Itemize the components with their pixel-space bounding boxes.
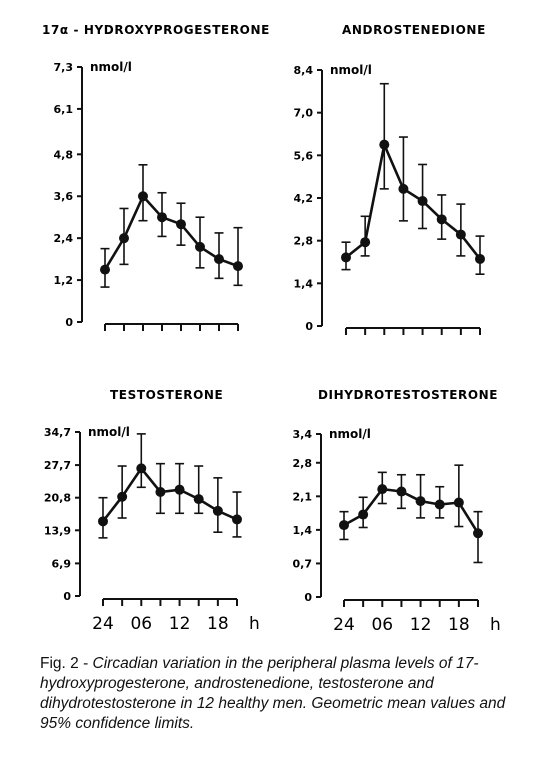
x-tick-label: 06 <box>371 615 393 635</box>
y-tick-label: 0 <box>65 316 73 329</box>
data-point <box>138 191 148 202</box>
y-tick-label: 5,6 <box>294 149 314 162</box>
data-point <box>233 261 243 272</box>
data-point <box>195 241 205 252</box>
x-tick-label: 24 <box>333 615 355 635</box>
chart-panel-3: TESTOSTERONE 0 6,9 13,9 20,8 27,7 34,7 nmol/l 24… <box>44 388 260 634</box>
data-point <box>415 496 426 507</box>
y-tick-label: 1,4 <box>293 524 313 537</box>
x-tick-label: 12 <box>169 614 191 634</box>
y-tick-label: 1,2 <box>54 274 74 287</box>
y-tick-label: 1,4 <box>294 277 314 290</box>
data-point <box>119 233 129 244</box>
y-tick-label: 2,4 <box>54 232 74 245</box>
x-tick-label: 18 <box>207 614 229 634</box>
data-point <box>398 183 409 194</box>
data-point <box>174 484 185 495</box>
chart-panel-4: DIHYDROTESTOSTERONE 0 0,7 1,4 2,1 2,8 3,4 nmol/… <box>293 388 501 635</box>
panel-title-testosterone: TESTOSTERONE <box>110 388 223 402</box>
figure-caption: Fig. 2 - Circadian variation in the peri… <box>40 654 518 734</box>
y-tick-label: 2,1 <box>293 490 313 503</box>
y-tick-label: 0,7 <box>293 557 313 570</box>
caption-text: Circadian variation in the peripheral pl… <box>40 655 506 732</box>
y-tick-label: 8,4 <box>294 64 314 77</box>
data-point <box>232 514 242 525</box>
data-point <box>417 196 428 207</box>
y-unit-label: nmol/l <box>330 63 372 77</box>
y-unit-label: nmol/l <box>90 60 132 74</box>
data-point <box>212 505 223 516</box>
chart-panel-2: ANDROSTENEDIONE 0 1,4 2,8 4,2 5,6 7,0 8,4 nmol/l <box>294 23 486 335</box>
y-tick-label: 4,8 <box>54 148 74 161</box>
y-tick-label: 3,4 <box>293 428 313 441</box>
y-tick-label: 3,6 <box>54 190 74 203</box>
y-tick-label: 0 <box>63 590 71 603</box>
x-tick-label: 12 <box>410 615 432 635</box>
data-point <box>136 463 147 474</box>
y-unit-label: nmol/l <box>329 427 371 441</box>
y-tick-label: 13,9 <box>44 524 71 537</box>
data-point <box>473 528 483 539</box>
y-tick-label: 0 <box>304 591 312 604</box>
data-point <box>377 484 388 495</box>
data-point <box>214 254 224 265</box>
data-point <box>339 520 349 531</box>
x-unit-label: h <box>490 615 501 635</box>
caption-prefix: Fig. 2 - <box>40 655 93 672</box>
y-tick-label: 6,9 <box>52 557 72 570</box>
data-point <box>434 499 445 510</box>
y-unit-label: nmol/l <box>88 425 130 439</box>
data-point <box>436 214 447 225</box>
panel-title-androstenedione: ANDROSTENEDIONE <box>342 23 486 37</box>
data-point <box>117 491 128 502</box>
data-point <box>455 229 466 240</box>
data-point <box>379 139 390 150</box>
y-tick-label: 27,7 <box>44 459 71 472</box>
y-tick-label: 2,8 <box>294 235 314 248</box>
x-tick-label: 06 <box>130 614 152 634</box>
y-tick-label: 0 <box>305 320 313 333</box>
panel-title-dihydrotestosterone: DIHYDROTESTOSTERONE <box>318 388 498 402</box>
y-tick-label: 7,0 <box>294 107 314 120</box>
data-point <box>155 487 166 498</box>
x-unit-label: h <box>249 614 260 634</box>
data-point <box>453 497 464 508</box>
data-point <box>100 264 110 275</box>
data-point <box>193 494 204 505</box>
y-tick-label: 6,1 <box>54 103 74 116</box>
y-tick-label: 7,3 <box>54 61 74 74</box>
y-tick-label: 2,8 <box>293 457 313 470</box>
figure: 17α - HYDROXYPROGESTERONE 0 1,2 2,4 3,6 4,8 6,… <box>42 23 501 635</box>
chart-panel-1: 17α - HYDROXYPROGESTERONE 0 1,2 2,4 3,6 4,8 6,… <box>42 23 270 331</box>
y-tick-label: 20,8 <box>44 492 71 505</box>
y-tick-label: 34,7 <box>44 426 71 439</box>
data-point <box>360 237 371 248</box>
data-point <box>98 516 108 527</box>
data-point <box>396 486 407 497</box>
data-point <box>341 252 351 263</box>
x-tick-label: 18 <box>448 615 470 635</box>
data-point <box>475 253 485 264</box>
data-point <box>157 212 167 223</box>
data-point <box>358 509 369 520</box>
panel-title-17oh-progesterone: 17α - HYDROXYPROGESTERONE <box>42 23 270 37</box>
y-tick-label: 4,2 <box>294 192 314 205</box>
data-point <box>176 219 186 230</box>
x-tick-label: 24 <box>92 614 114 634</box>
